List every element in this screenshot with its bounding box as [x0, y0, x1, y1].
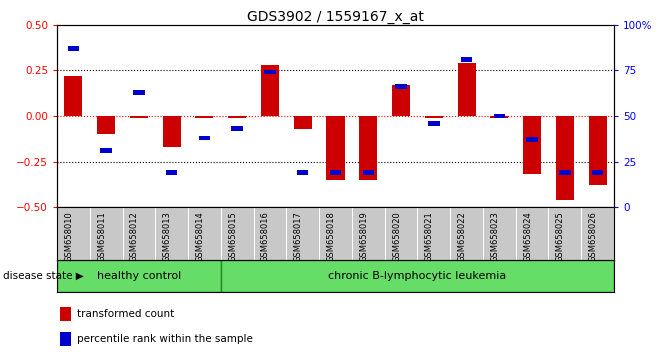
Text: GSM658014: GSM658014 — [195, 211, 205, 262]
Bar — [523, 116, 541, 174]
Bar — [60, 332, 71, 346]
Bar — [392, 85, 410, 116]
Bar — [261, 65, 279, 116]
Bar — [64, 76, 83, 116]
Bar — [199, 136, 210, 140]
Bar — [592, 170, 603, 175]
Bar — [97, 116, 115, 134]
Bar — [395, 85, 407, 89]
Text: GSM658025: GSM658025 — [556, 211, 565, 262]
Bar — [359, 116, 377, 180]
Text: percentile rank within the sample: percentile rank within the sample — [76, 334, 252, 344]
Bar — [134, 90, 145, 95]
Bar — [264, 70, 276, 74]
Text: GSM658010: GSM658010 — [64, 211, 73, 262]
Bar — [221, 260, 614, 292]
Text: GSM658021: GSM658021 — [425, 211, 433, 262]
Bar — [526, 137, 537, 142]
Text: GSM658023: GSM658023 — [491, 211, 499, 262]
Bar — [195, 116, 213, 118]
Text: GSM658020: GSM658020 — [392, 211, 401, 262]
Text: GSM658024: GSM658024 — [523, 211, 532, 262]
Bar — [494, 114, 505, 118]
Bar — [294, 116, 312, 129]
Bar — [228, 116, 246, 118]
Text: GSM658013: GSM658013 — [162, 211, 172, 262]
Text: GSM658022: GSM658022 — [458, 211, 466, 262]
Bar — [588, 116, 607, 185]
Bar — [428, 121, 440, 126]
Text: disease state ▶: disease state ▶ — [3, 271, 84, 281]
Bar — [231, 126, 243, 131]
Bar — [458, 63, 476, 116]
Title: GDS3902 / 1559167_x_at: GDS3902 / 1559167_x_at — [247, 10, 424, 24]
Bar — [60, 307, 71, 321]
Bar — [162, 116, 180, 147]
Bar — [297, 170, 309, 175]
Bar — [101, 148, 112, 153]
Text: GSM658011: GSM658011 — [97, 211, 106, 262]
Bar — [68, 46, 79, 51]
Bar — [491, 116, 509, 118]
Text: GSM658017: GSM658017 — [294, 211, 303, 262]
Text: GSM658026: GSM658026 — [588, 211, 598, 262]
Text: healthy control: healthy control — [97, 271, 181, 281]
Bar — [166, 170, 177, 175]
Text: GSM658015: GSM658015 — [228, 211, 238, 262]
Bar — [425, 116, 443, 118]
Bar — [327, 116, 344, 180]
Bar — [362, 170, 374, 175]
Text: GSM658016: GSM658016 — [261, 211, 270, 262]
Bar — [130, 116, 148, 118]
Text: chronic B-lymphocytic leukemia: chronic B-lymphocytic leukemia — [328, 271, 507, 281]
Bar — [57, 260, 221, 292]
Text: GSM658019: GSM658019 — [359, 211, 368, 262]
Bar — [461, 57, 472, 62]
Bar — [329, 170, 342, 175]
Bar — [559, 170, 570, 175]
Text: GSM658018: GSM658018 — [327, 211, 336, 262]
Text: transformed count: transformed count — [76, 309, 174, 320]
Text: GSM658012: GSM658012 — [130, 211, 139, 262]
Bar — [556, 116, 574, 200]
